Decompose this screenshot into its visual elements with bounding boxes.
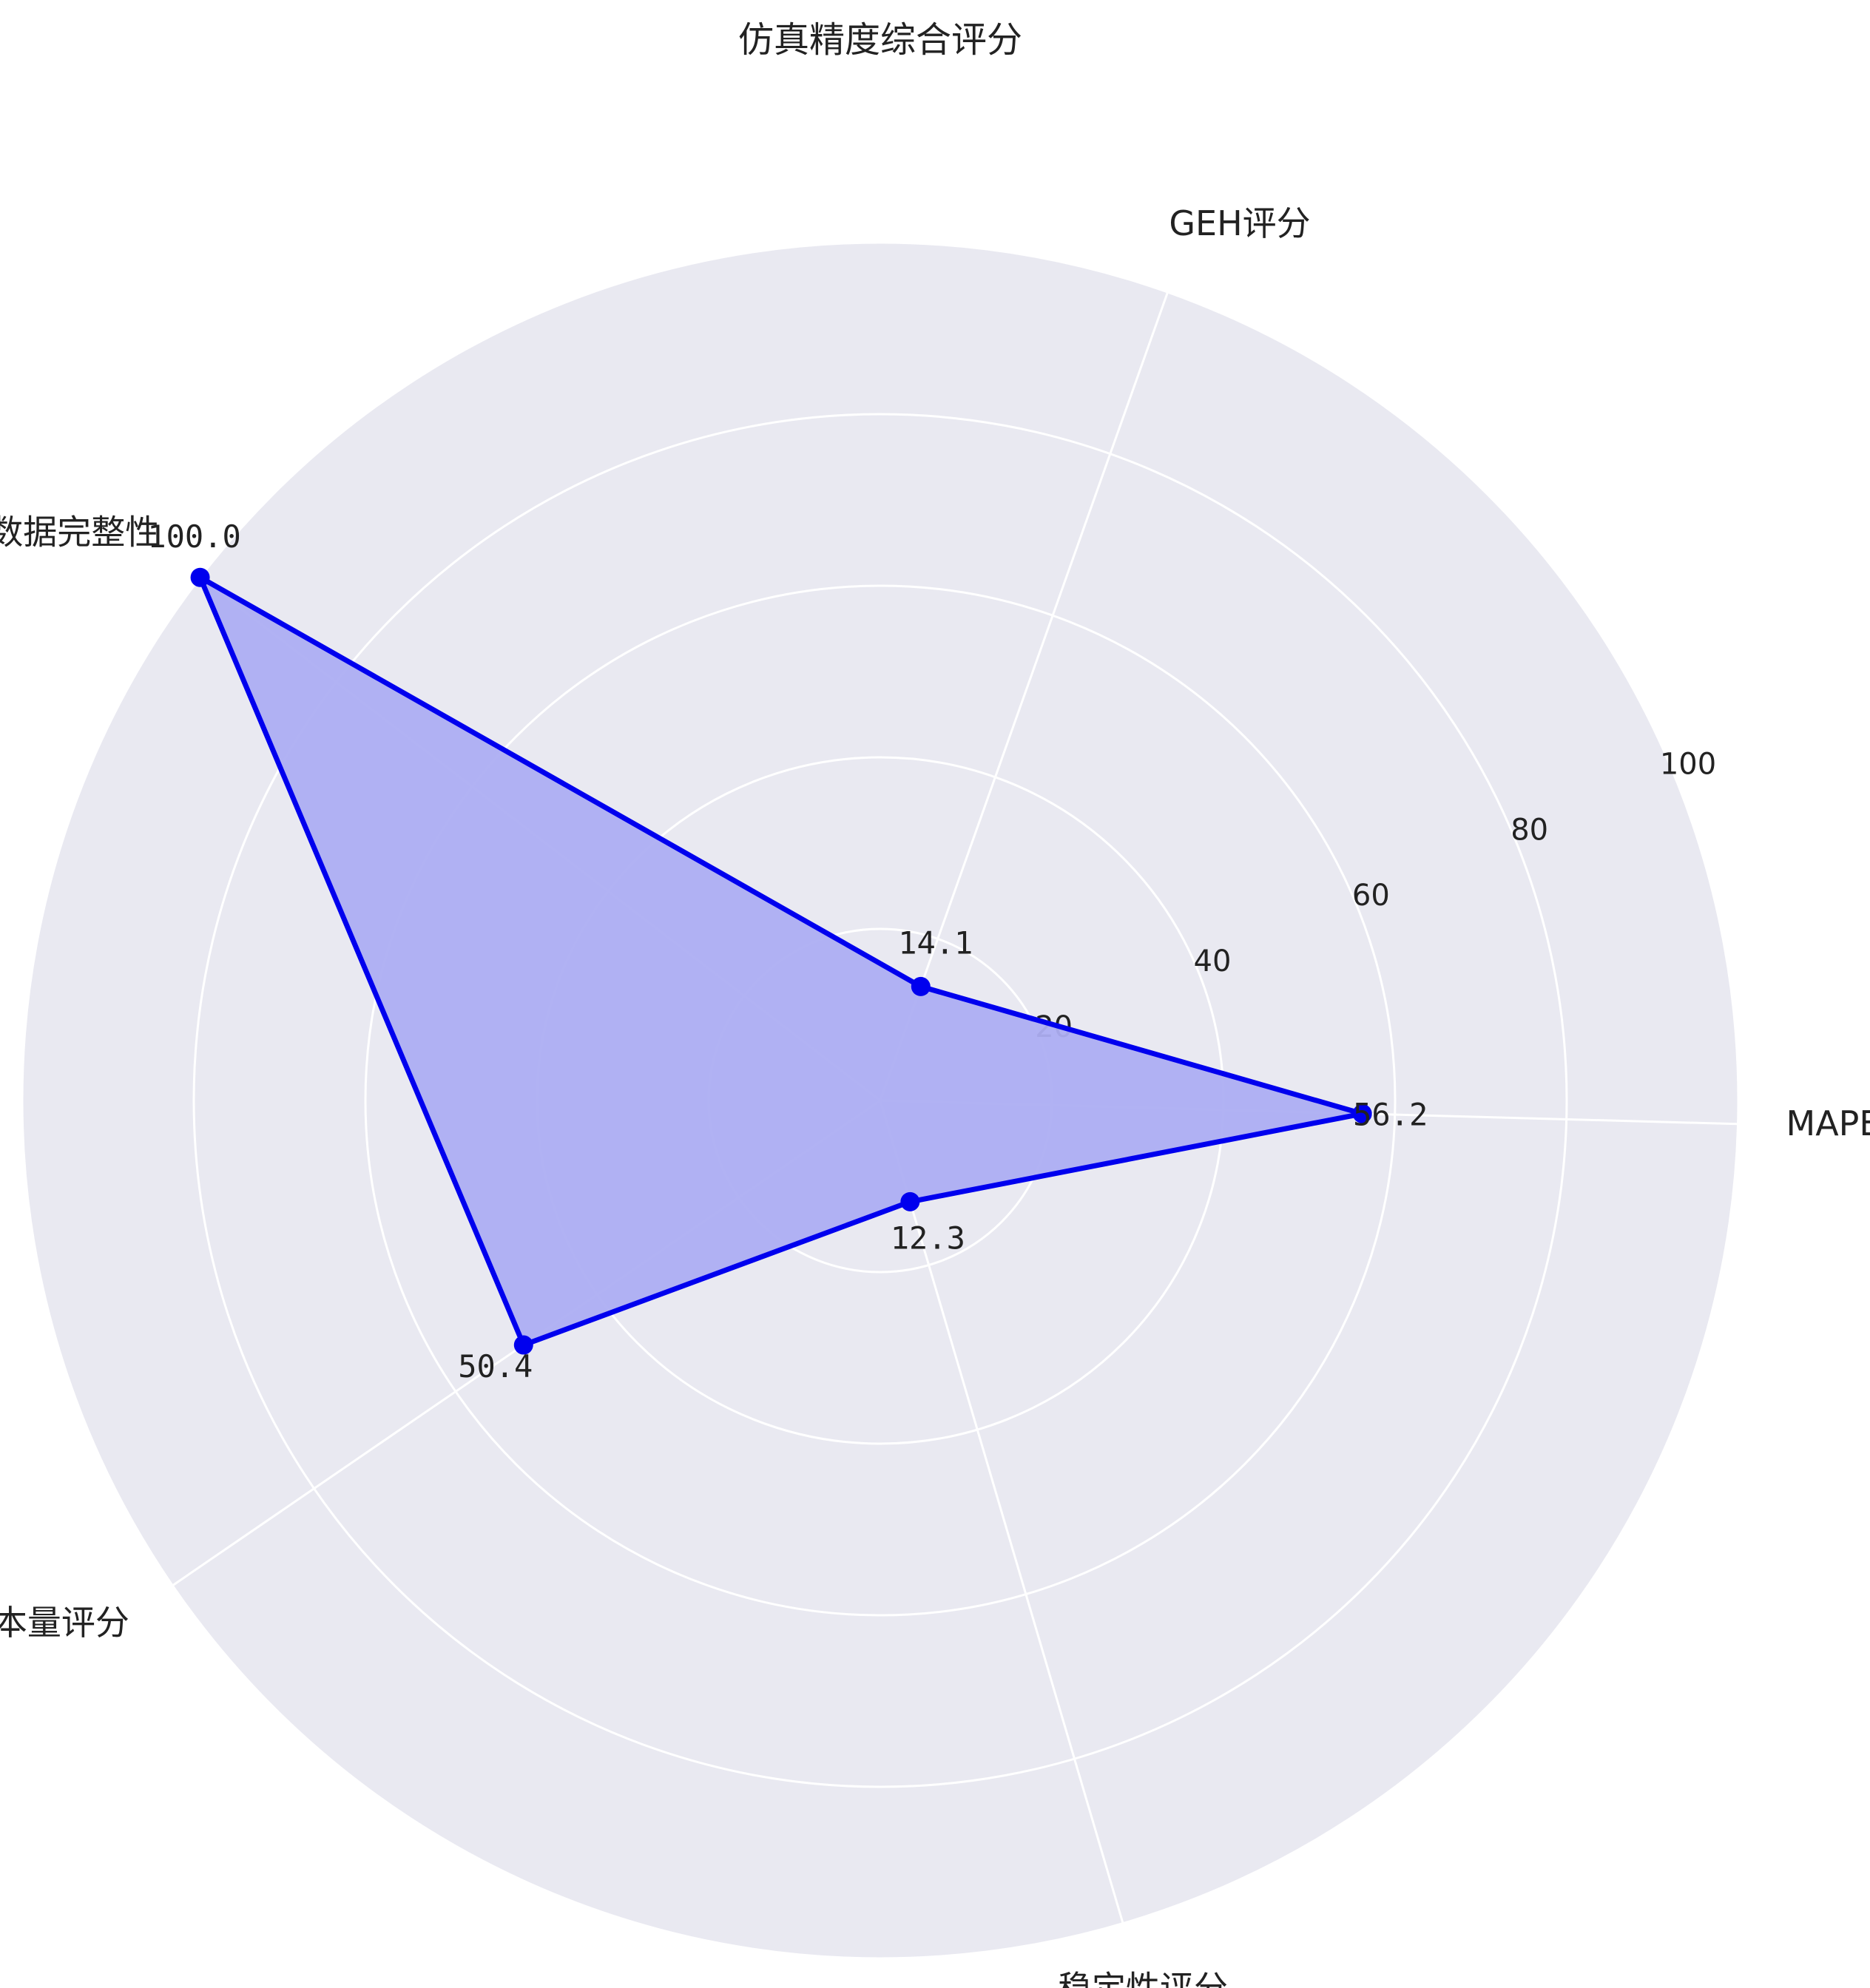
data-value-label: 14.1 [898, 924, 973, 961]
plot-area: 20406080100MAPE评分GEH评分数据完整性样本量评分稳定性评分56.… [0, 203, 1870, 1988]
spoke-gridline [879, 291, 1169, 1101]
radial-tick-label: 80 [1510, 813, 1548, 847]
data-value-label: 56.2 [1353, 1096, 1428, 1132]
chart-title: 仿真精度综合评分 [738, 19, 1022, 61]
category-label: 样本量评分 [0, 1603, 129, 1643]
data-value-label: 50.4 [458, 1348, 533, 1384]
data-point-marker [911, 976, 931, 996]
data-value-label: 100.0 [147, 518, 240, 555]
series-line [198, 575, 1366, 1348]
data-point-marker [190, 567, 210, 587]
category-label: MAPE评分 [1786, 1103, 1870, 1143]
radial-tick-label: 60 [1352, 879, 1390, 913]
radial-gridline [364, 584, 1397, 1617]
data-value-label: 12.3 [891, 1220, 965, 1256]
category-label: GEH评分 [1169, 203, 1310, 243]
data-point-marker [513, 1335, 533, 1355]
spoke-gridline [879, 1100, 1124, 1924]
radial-gridline [21, 241, 1740, 1960]
category-label: 稳定性评分 [1058, 1968, 1228, 1988]
radial-tick-label: 40 [1194, 944, 1232, 978]
category-label: 数据完整性 [0, 512, 159, 552]
series-area-fill [200, 577, 1363, 1345]
data-point-marker [1352, 1103, 1372, 1123]
data-point-marker [900, 1191, 920, 1211]
radial-gridline [192, 413, 1568, 1788]
radial-tick-label: 100 [1660, 748, 1716, 782]
